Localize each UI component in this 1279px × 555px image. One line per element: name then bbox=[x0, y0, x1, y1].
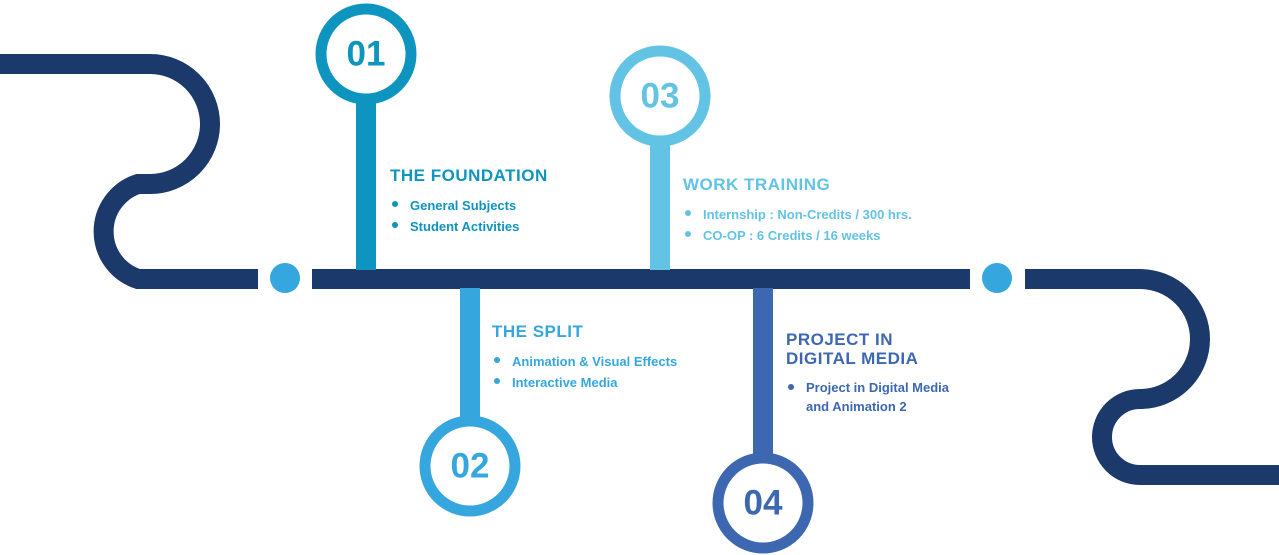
stage-04-text: PROJECT IN DIGITAL MEDIA Project in Digi… bbox=[786, 330, 949, 416]
stage-04-title: PROJECT IN DIGITAL MEDIA bbox=[786, 330, 949, 368]
stage-04-title-line-2: DIGITAL MEDIA bbox=[786, 349, 919, 368]
right-curve-road bbox=[1025, 269, 1279, 485]
list-item: Interactive Media bbox=[492, 372, 677, 393]
stage-02-text: THE SPLIT Animation & Visual Effects Int… bbox=[492, 322, 677, 393]
stage-03-items: Internship : Non-Credits / 300 hrs. CO-O… bbox=[683, 204, 912, 246]
stage-04-circle bbox=[712, 452, 814, 554]
stage-01-text: THE FOUNDATION General Subjects Student … bbox=[390, 166, 548, 237]
list-item: Student Activities bbox=[390, 216, 548, 237]
stage-02-circle bbox=[419, 415, 521, 517]
list-item: General Subjects bbox=[390, 195, 548, 216]
stage-03-title: WORK TRAINING bbox=[683, 175, 831, 194]
stage-03-number: 03 bbox=[641, 77, 680, 116]
list-item: Project in Digital Media bbox=[786, 378, 949, 397]
stage-04-title-line-1: PROJECT IN bbox=[786, 330, 894, 349]
stage-01-title: THE FOUNDATION bbox=[390, 166, 548, 185]
stage-02-title: THE SPLIT bbox=[492, 322, 584, 341]
stage-01-circle bbox=[315, 3, 417, 105]
stage-02-number: 02 bbox=[451, 447, 490, 486]
stage-01-number: 01 bbox=[347, 35, 386, 74]
list-item-continuation: and Animation 2 bbox=[806, 399, 907, 414]
list-item: CO-OP : 6 Credits / 16 weeks bbox=[683, 225, 912, 246]
stage-01-items: General Subjects Student Activities bbox=[390, 195, 548, 237]
stage-04-items: Project in Digital Media and Animation 2 bbox=[786, 378, 949, 416]
stage-03-circle bbox=[609, 45, 711, 147]
list-item: Internship : Non-Credits / 300 hrs. bbox=[683, 204, 912, 225]
timeline-left-dot bbox=[270, 263, 300, 293]
stage-03-text: WORK TRAINING Internship : Non-Credits /… bbox=[683, 175, 912, 246]
list-item: Animation & Visual Effects bbox=[492, 351, 677, 372]
stage-04-number: 04 bbox=[744, 484, 783, 523]
stage-02-items: Animation & Visual Effects Interactive M… bbox=[492, 351, 677, 393]
timeline-right-dot bbox=[982, 263, 1012, 293]
left-curve-road bbox=[0, 54, 258, 289]
